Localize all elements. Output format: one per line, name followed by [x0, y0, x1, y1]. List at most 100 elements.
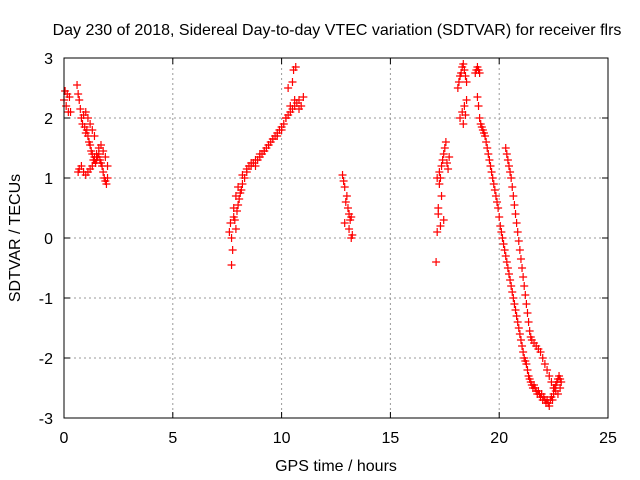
data-point — [545, 402, 554, 410]
data-point — [511, 210, 520, 218]
x-tick-label: 15 — [382, 430, 400, 447]
data-point — [264, 141, 273, 149]
y-tick-labels: -3 -2 -1 0 1 2 3 — [39, 51, 53, 428]
data-point — [545, 372, 554, 380]
data-point — [88, 126, 97, 134]
data-point — [65, 93, 74, 101]
data-point — [433, 174, 442, 182]
data-point — [286, 102, 295, 110]
data-point — [496, 222, 505, 230]
data-point — [511, 306, 520, 314]
data-point — [513, 228, 522, 236]
x-axis-label: GPS time / hours — [275, 458, 397, 475]
data-point — [497, 228, 506, 236]
data-point — [518, 342, 527, 350]
data-point — [433, 228, 442, 236]
data-point — [507, 282, 516, 290]
data-point — [508, 288, 517, 296]
data-point — [482, 138, 491, 146]
data-point — [488, 174, 497, 182]
data-point — [247, 159, 256, 167]
data-point — [434, 210, 443, 218]
grid-lines — [64, 58, 608, 418]
data-point — [512, 312, 521, 320]
data-point — [295, 105, 304, 113]
data-point — [547, 378, 556, 386]
data-point — [340, 183, 349, 191]
data-point — [540, 360, 549, 368]
data-point — [522, 300, 531, 308]
data-point — [74, 90, 83, 98]
data-point — [86, 120, 95, 128]
data-point — [522, 360, 531, 368]
data-point — [461, 72, 470, 80]
data-point — [281, 114, 290, 122]
x-tick-label: 5 — [168, 430, 177, 447]
data-point — [461, 111, 470, 119]
x-tick-labels: 0 5 10 15 20 25 — [60, 430, 617, 447]
data-point — [444, 165, 453, 173]
series-segment-4 — [432, 138, 454, 266]
data-point — [445, 153, 454, 161]
data-point — [515, 330, 524, 338]
data-point — [225, 228, 234, 236]
data-point — [513, 318, 522, 326]
data-point — [227, 234, 236, 242]
data-point — [473, 93, 482, 101]
data-point — [510, 300, 519, 308]
data-point — [556, 384, 565, 392]
data-point — [460, 66, 469, 74]
data-point — [507, 174, 516, 182]
data-point — [88, 162, 97, 170]
data-point — [489, 180, 498, 188]
x-tick-label: 10 — [273, 430, 291, 447]
data-point — [343, 204, 352, 212]
data-point — [338, 171, 347, 179]
data-point — [514, 324, 523, 332]
data-point — [536, 348, 545, 356]
data-point — [290, 96, 299, 104]
data-point — [432, 258, 441, 266]
data-point — [516, 336, 525, 344]
data-point — [75, 96, 84, 104]
data-point — [501, 252, 510, 260]
data-point — [500, 246, 509, 254]
data-point — [227, 261, 236, 269]
data-point — [501, 144, 510, 152]
data-point — [96, 141, 105, 149]
data-point — [509, 192, 518, 200]
data-point — [347, 234, 356, 242]
data-point — [520, 282, 529, 290]
data-point — [475, 69, 484, 77]
data-point — [509, 294, 518, 302]
data-point — [460, 102, 469, 110]
data-point — [484, 150, 493, 158]
data-point — [490, 186, 499, 194]
data-point — [504, 270, 513, 278]
series-segment-5 — [453, 60, 566, 410]
data-point — [514, 237, 523, 245]
data-point — [553, 390, 562, 398]
data-point — [342, 192, 351, 200]
data-point — [77, 162, 86, 170]
data-point — [524, 318, 533, 326]
series-segment-2 — [225, 63, 308, 269]
data-point — [459, 60, 468, 68]
data-point — [435, 180, 444, 188]
data-point — [229, 204, 238, 212]
x-tick-label: 0 — [60, 430, 69, 447]
data-point — [483, 144, 492, 152]
data-point — [238, 171, 247, 179]
y-tick-label: 3 — [44, 51, 53, 68]
y-tick-label: -1 — [39, 291, 53, 308]
data-point — [521, 291, 530, 299]
data-point — [437, 192, 446, 200]
data-point — [288, 78, 297, 86]
data-point — [543, 366, 552, 374]
data-point — [502, 150, 511, 158]
data-point — [341, 198, 350, 206]
data-point — [291, 63, 300, 71]
data-point — [475, 114, 484, 122]
data-point — [481, 132, 490, 140]
data-point — [462, 78, 471, 86]
